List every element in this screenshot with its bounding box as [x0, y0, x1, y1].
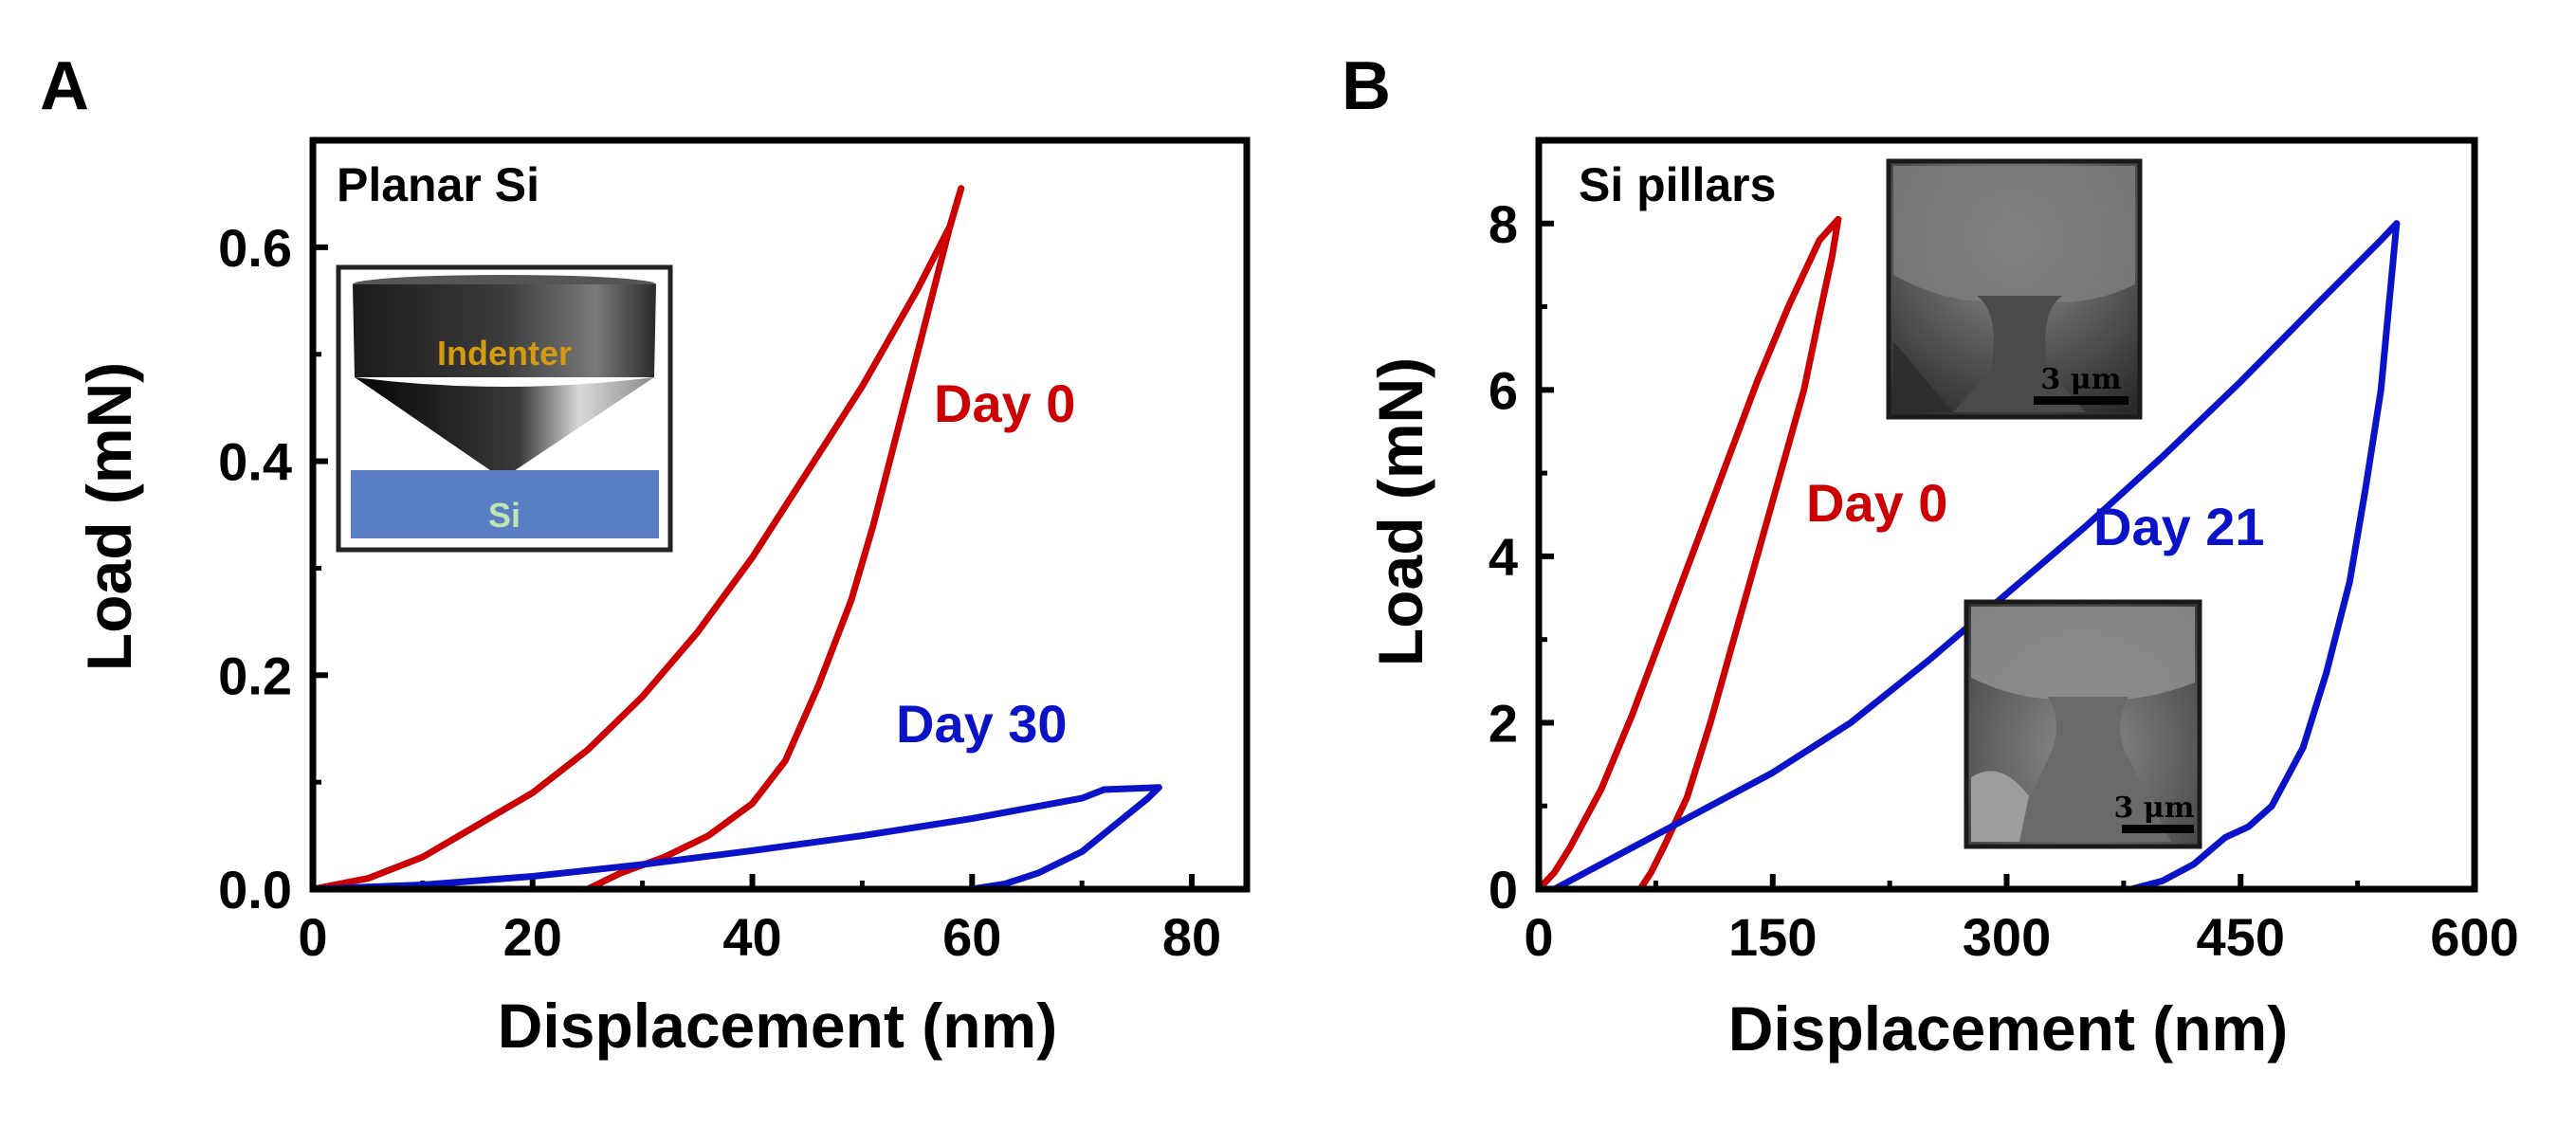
indenter-tip — [355, 377, 654, 479]
indenter-schematic: Indenter Si — [336, 264, 673, 553]
panel-a: A 0 20 40 60 80 0.0 0.2 0.4 0.6 Planar Si Indent… — [40, 48, 1251, 1061]
panel-a-inset-title: Planar Si — [337, 158, 539, 211]
panel-a-y-axis-title: Load (mN) — [74, 362, 144, 671]
indenter-label: Indenter — [437, 334, 572, 373]
panel-b-x-tick-label: 600 — [2430, 907, 2518, 967]
panel-b-y-tick-label: 8 — [1489, 194, 1518, 254]
panel-b-x-tick-label: 300 — [1963, 907, 2051, 967]
sem-bottom-debris — [1971, 771, 2029, 842]
panel-b-curve-day-0-loading — [1535, 215, 1842, 893]
sem-bottom-scale-bar — [2122, 825, 2194, 833]
panel-a-curve-day-0-loading — [309, 185, 965, 893]
panel-a-y-tick-label: 0.0 — [218, 860, 292, 919]
panel-a-x-tick-label: 20 — [503, 907, 562, 967]
panel-b: B 0 150 300 450 600 0 2 4 6 8 Si pillars 3 μm 3 μ… — [1342, 48, 2519, 1064]
sem-bottom-scale-label: 3 μm — [2113, 791, 2194, 825]
panel-b-y-axis-title: Load (mN) — [1365, 357, 1435, 666]
series-label-day-0-a: Day 0 — [934, 373, 1075, 433]
si-label: Si — [488, 496, 521, 535]
panel-a-curves — [309, 185, 1162, 893]
sem-bottom-stem — [2010, 697, 2171, 842]
panel-a-x-tick-label: 60 — [942, 907, 1001, 967]
series-label-day-30-a: Day 30 — [896, 694, 1068, 754]
panel-b-y-tick-label: 6 — [1489, 360, 1518, 420]
panel-b-frame — [1535, 136, 2478, 893]
sem-bottom-cap — [1971, 607, 2195, 700]
panel-a-curve-day-0-unloading — [584, 185, 965, 893]
indenter-body — [353, 284, 656, 377]
panel-b-ticks: 0 150 300 450 600 0 2 4 6 8 — [1489, 137, 2519, 967]
panel-a-curve-day-30-loading — [309, 784, 1162, 893]
panel-a-y-tick-label: 0.2 — [218, 646, 292, 705]
sem-top-shadow — [1893, 341, 1953, 412]
panel-a-ticks: 0 20 40 60 80 0.0 0.2 0.4 0.6 — [218, 137, 1221, 967]
panel-b-curve-day-0-unloading — [1636, 215, 1842, 893]
panel-a-x-axis-title: Displacement (nm) — [498, 991, 1057, 1061]
sem-top-stem — [1953, 296, 2086, 412]
si-substrate — [351, 470, 659, 538]
sem-image-day-0: 3 μm — [1886, 158, 2143, 420]
panel-a-curve-day-30-unloading — [968, 784, 1162, 893]
sem-top-cap — [1893, 166, 2135, 302]
panel-b-y-tick-label: 2 — [1489, 693, 1518, 753]
panel-a-y-tick-label: 0.6 — [218, 218, 292, 278]
panel-a-y-tick-label: 0.4 — [218, 432, 292, 492]
panel-a-x-tick-label: 40 — [722, 907, 781, 967]
panel-b-x-tick-label: 450 — [2197, 907, 2285, 967]
panel-letter-b: B — [1342, 48, 1391, 124]
series-label-day-21-b: Day 21 — [2093, 497, 2265, 556]
panel-a-x-tick-label: 80 — [1162, 907, 1221, 967]
series-label-day-0-b: Day 0 — [1806, 473, 1947, 533]
sem-top-scale-bar — [2034, 396, 2128, 405]
panel-b-x-tick-label: 150 — [1728, 907, 1817, 967]
panel-b-x-tick-label: 0 — [1524, 907, 1553, 967]
panel-b-curve-day-21-unloading — [2128, 220, 2401, 893]
panel-letter-a: A — [40, 48, 89, 124]
sem-image-day-21: 3 μm — [1964, 599, 2202, 849]
panel-b-y-tick-label: 0 — [1489, 860, 1518, 919]
panel-b-y-tick-label: 4 — [1489, 527, 1518, 587]
sem-top-scale-label: 3 μm — [2040, 363, 2121, 396]
panel-a-x-tick-label: 0 — [298, 907, 327, 967]
panel-b-inset-title: Si pillars — [1579, 158, 1776, 211]
panel-b-x-axis-title: Displacement (nm) — [1728, 993, 2288, 1064]
panel-a-frame — [309, 136, 1251, 893]
